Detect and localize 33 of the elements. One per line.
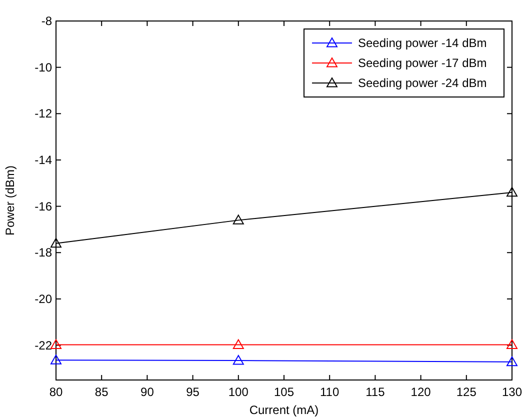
legend-label: Seeding power -17 dBm	[358, 56, 487, 70]
x-tick-label: 115	[366, 385, 386, 399]
y-tick-label: -20	[34, 292, 52, 306]
y-tick-label: -8	[41, 14, 52, 28]
y-tick-label: -22	[34, 338, 52, 352]
x-axis-title: Current (mA)	[249, 403, 319, 417]
x-tick-label: 95	[186, 385, 200, 399]
point	[506, 356, 518, 366]
x-tick-label: 125	[456, 385, 477, 399]
point	[506, 339, 518, 350]
x-tick-label: 100	[228, 385, 249, 399]
y-axis-title: Power (dBm)	[3, 165, 17, 236]
legend-label: Seeding power -14 dBm	[358, 36, 487, 50]
x-tick-label: 80	[49, 385, 63, 399]
point	[50, 354, 62, 364]
x-tick-label: 130	[502, 385, 522, 399]
y-tick-label: -12	[34, 106, 52, 121]
y-tick-label: -18	[34, 246, 52, 260]
point	[232, 214, 244, 224]
x-tick-label: 90	[140, 385, 154, 399]
y-tick-label: -14	[34, 152, 52, 167]
y-tick-label: -16	[34, 199, 52, 214]
y-tick-label: -10	[34, 60, 52, 74]
point	[232, 339, 244, 350]
x-tick-label: 85	[94, 385, 109, 399]
legend-label: Seeding power -24 dBm	[358, 76, 487, 90]
x-tick-label: 105	[274, 385, 294, 399]
point	[506, 186, 518, 197]
point	[50, 238, 62, 248]
x-tick-label: 120	[410, 385, 432, 399]
x-tick-label: 110	[320, 385, 340, 399]
point	[232, 355, 244, 365]
point	[50, 339, 62, 350]
